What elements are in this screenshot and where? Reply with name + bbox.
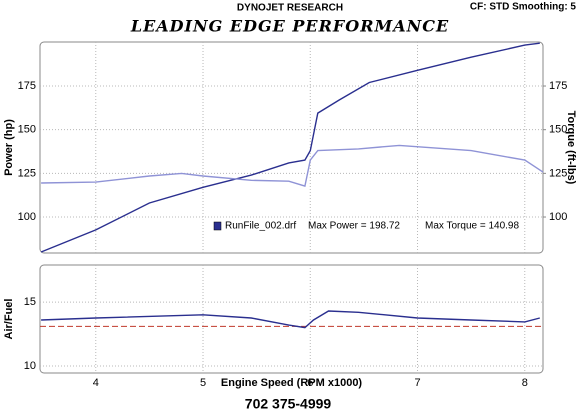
y2-tick-label: 150 xyxy=(549,124,567,136)
x-axis-label: Engine Speed (RPM x1000) xyxy=(221,377,363,389)
x-tick-label: 6 xyxy=(307,377,313,389)
y-tick-label: 15 xyxy=(24,296,36,308)
y2-tick-label: 100 xyxy=(549,211,567,223)
y2-axis-label: Torque (ft-lbs) xyxy=(565,111,577,185)
title: LEADING EDGE PERFORMANCE xyxy=(130,17,449,36)
upper-panel xyxy=(39,41,544,254)
x-tick-label: 8 xyxy=(522,377,528,389)
annotation-torque: Max Torque = 140.98 xyxy=(425,221,519,232)
annotation-power: Max Power = 198.72 xyxy=(308,221,400,232)
y-axis-label: Air/Fuel xyxy=(3,299,15,340)
x-tick-label: 7 xyxy=(414,377,420,389)
y-tick-label: 100 xyxy=(18,211,36,223)
x-tick-label: 4 xyxy=(93,377,99,389)
lower-panel xyxy=(39,264,544,374)
y2-tick-label: 175 xyxy=(549,80,567,92)
data-line xyxy=(41,144,544,187)
y-tick-label: 125 xyxy=(18,167,36,179)
phone: 702 375-4999 xyxy=(245,396,332,411)
legend-swatch xyxy=(213,221,222,231)
annotation-file: RunFile_002.drf xyxy=(225,221,296,232)
y-tick-label: 10 xyxy=(24,360,36,372)
data-line xyxy=(41,310,540,329)
source: DYNOJET RESEARCH xyxy=(237,3,343,14)
y-tick-label: 150 xyxy=(18,124,36,136)
x-tick-label: 5 xyxy=(200,377,206,389)
y2-tick-label: 125 xyxy=(549,167,567,179)
data-line xyxy=(40,42,540,253)
settings: CF: STD Smoothing: 5 xyxy=(470,2,577,13)
y-axis-label: Power (hp) xyxy=(3,119,15,176)
y-tick-label: 175 xyxy=(18,80,36,92)
